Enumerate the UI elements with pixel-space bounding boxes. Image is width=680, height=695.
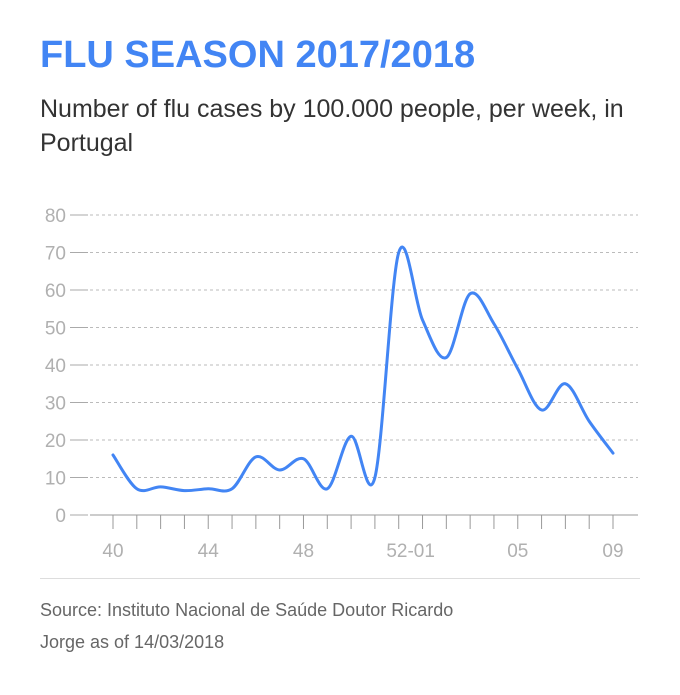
data-point-week-04 — [492, 322, 496, 326]
data-point-week-51 — [373, 476, 377, 480]
data-point-week-05 — [516, 367, 520, 371]
data-point-week-43 — [182, 489, 186, 493]
data-point-week-09 — [611, 451, 615, 455]
data-point-week-48 — [301, 457, 305, 461]
chart-subtitle: Number of flu cases by 100.000 people, p… — [40, 95, 624, 157]
y-tick-label: 20 — [45, 431, 66, 452]
y-tick-label: 0 — [55, 506, 66, 527]
x-tick-label: 44 — [198, 541, 220, 562]
data-point-week-45 — [230, 487, 234, 491]
data-point-week-42 — [159, 485, 163, 489]
data-point-week-50 — [349, 434, 353, 438]
data-point-week-06 — [540, 408, 544, 412]
x-tick-label: 40 — [102, 541, 123, 562]
y-tick-label: 10 — [45, 469, 66, 490]
data-point-week-03 — [468, 292, 472, 296]
grid-layer — [70, 214, 638, 516]
data-point-week-46 — [254, 455, 258, 459]
flu-line-chart: 0 10 20 30 40 50 60 70 80 40 44 48 52-01 05 09 — [45, 206, 638, 562]
data-point-week-49 — [325, 487, 329, 491]
data-point-week-07 — [563, 382, 567, 386]
y-tick-label: 50 — [45, 319, 66, 340]
data-point-week-52 — [397, 251, 401, 255]
data-point-week-47 — [278, 468, 282, 472]
data-points — [111, 251, 615, 493]
y-tick-label: 60 — [45, 281, 66, 302]
data-point-week-41 — [135, 487, 139, 491]
y-tick-label: 40 — [45, 356, 66, 377]
source-note: Source: Instituto Nacional de Saúde Dout… — [40, 600, 454, 652]
y-tick-labels: 0 10 20 30 40 50 60 70 80 — [45, 206, 66, 527]
y-tick-label: 70 — [45, 244, 66, 265]
y-tick-label: 30 — [45, 394, 66, 415]
x-tick-labels: 40 44 48 52-01 05 09 — [102, 541, 623, 562]
data-point-week-02 — [444, 356, 448, 360]
x-ticks — [112, 515, 614, 529]
chart-title: FLU SEASON 2017/2018 — [40, 34, 476, 76]
x-tick-label: 48 — [293, 541, 314, 562]
data-point-week-40 — [111, 453, 115, 457]
flu-cases-line — [111, 245, 615, 493]
x-tick-label: 05 — [507, 541, 528, 562]
footer-divider — [40, 578, 640, 579]
x-tick-label: 09 — [602, 541, 623, 562]
data-point-week-01 — [421, 318, 425, 322]
y-tick-label: 80 — [45, 206, 66, 227]
x-tick-label: 52-01 — [386, 541, 435, 562]
data-point-week-44 — [206, 487, 210, 491]
data-point-week-08 — [587, 419, 591, 423]
